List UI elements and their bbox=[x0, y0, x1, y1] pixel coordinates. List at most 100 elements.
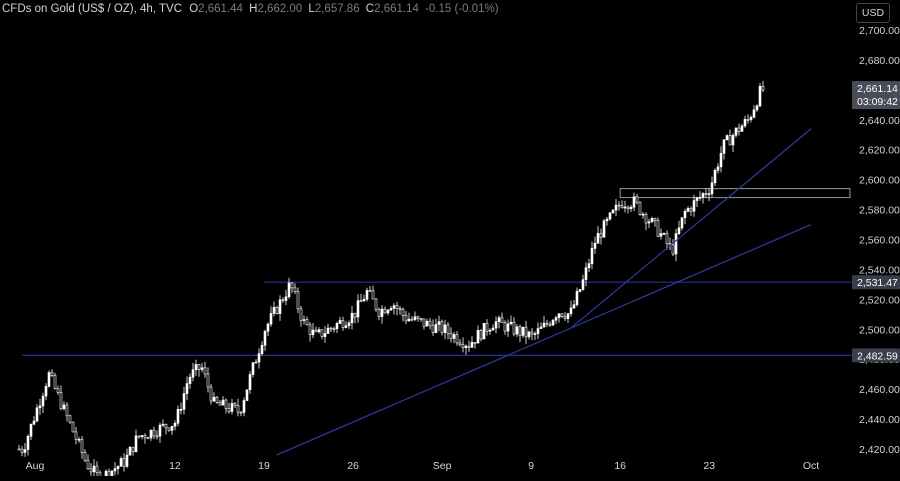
candle-body bbox=[611, 209, 615, 214]
time-axis[interactable]: Aug 12 19 26 Sep 9 16 23 Oct bbox=[26, 460, 820, 472]
currency-button[interactable]: USD bbox=[856, 3, 890, 23]
candle-body bbox=[716, 166, 720, 171]
candle-body bbox=[68, 415, 72, 423]
candle-body bbox=[629, 206, 633, 210]
candle-body bbox=[503, 322, 507, 332]
chart-legend: CFDs on Gold (US$ / OZ), 4h, TVC O2,661.… bbox=[2, 3, 499, 15]
candle-body bbox=[335, 323, 339, 329]
candle-body bbox=[341, 320, 345, 328]
candle-body bbox=[35, 407, 39, 422]
candle-body bbox=[389, 308, 393, 311]
candle-body bbox=[116, 466, 120, 469]
candle-body bbox=[482, 322, 486, 340]
drawings-layer bbox=[276, 128, 812, 456]
candle-body bbox=[554, 317, 558, 321]
candle-body bbox=[695, 197, 699, 201]
candle-body bbox=[269, 313, 273, 325]
candle-body bbox=[599, 233, 603, 238]
candle-body bbox=[254, 361, 258, 364]
candle-body bbox=[494, 321, 498, 329]
candle-body bbox=[38, 405, 42, 409]
candle-body bbox=[200, 367, 204, 370]
candle-body bbox=[563, 316, 567, 319]
candle-body bbox=[710, 182, 714, 195]
candle-body bbox=[119, 458, 123, 467]
candle-body bbox=[665, 233, 669, 244]
candle-body bbox=[242, 400, 246, 413]
candle-body bbox=[305, 319, 309, 326]
candle-body bbox=[449, 333, 453, 339]
candle-body bbox=[20, 448, 24, 453]
candle-body bbox=[515, 326, 519, 335]
candle-body bbox=[191, 369, 195, 378]
time-tick-label: 19 bbox=[258, 460, 270, 472]
candle-body bbox=[314, 329, 318, 333]
candle-body bbox=[62, 404, 66, 410]
candle-body bbox=[377, 309, 381, 317]
candle-body bbox=[290, 282, 294, 289]
candle-body bbox=[134, 435, 138, 452]
price-tick-label: 2,460.00 bbox=[859, 384, 900, 396]
candle-body bbox=[374, 298, 378, 310]
candle-body bbox=[266, 323, 270, 332]
time-tick-label: 23 bbox=[703, 460, 715, 472]
candle-body bbox=[272, 307, 276, 314]
candle-body bbox=[233, 403, 237, 406]
trendline bbox=[568, 128, 812, 330]
candle-body bbox=[509, 321, 513, 325]
candle-body bbox=[206, 373, 210, 388]
candle-body bbox=[452, 334, 456, 339]
candle-body bbox=[299, 308, 303, 321]
candle-body bbox=[221, 399, 225, 406]
candle-body bbox=[575, 291, 579, 306]
high-label: H bbox=[249, 3, 258, 15]
candle-body bbox=[92, 465, 96, 473]
candle-body bbox=[47, 372, 51, 387]
candle-body bbox=[506, 323, 510, 332]
candle-body bbox=[464, 345, 468, 348]
candle-body bbox=[182, 393, 186, 410]
candle-body bbox=[461, 344, 465, 348]
candle-body bbox=[428, 320, 432, 326]
price-tick-label: 2,440.00 bbox=[859, 414, 900, 426]
candle-body bbox=[344, 325, 348, 328]
candle-body bbox=[230, 403, 234, 412]
candle-body bbox=[125, 454, 129, 467]
candle-body bbox=[86, 459, 90, 470]
levels-layer bbox=[22, 188, 854, 356]
price-tick-label: 2,680.00 bbox=[859, 55, 900, 67]
candle-body bbox=[296, 291, 300, 310]
candle-body bbox=[470, 342, 474, 348]
candle-body bbox=[356, 300, 360, 318]
candle-body bbox=[590, 248, 594, 264]
candle-body bbox=[578, 289, 582, 292]
candle-body bbox=[215, 396, 219, 403]
bar-countdown: 03:09:42 bbox=[857, 96, 898, 108]
candle-body bbox=[749, 116, 753, 120]
candle-body bbox=[701, 193, 705, 198]
candle-body bbox=[185, 383, 189, 394]
price-tick-label: 2,520.00 bbox=[859, 294, 900, 306]
candle-body bbox=[188, 376, 192, 384]
candle-body bbox=[419, 318, 423, 320]
time-tick-label: Aug bbox=[26, 460, 45, 472]
candle-body bbox=[245, 389, 249, 401]
candle-body bbox=[350, 312, 354, 324]
candle-body bbox=[332, 328, 336, 330]
close-label: C bbox=[365, 3, 375, 15]
candle-body bbox=[584, 267, 588, 280]
candle-body bbox=[527, 331, 531, 338]
candle-body bbox=[455, 334, 459, 344]
candle-body bbox=[287, 282, 291, 298]
candle-body bbox=[158, 424, 162, 437]
time-tick-label: 16 bbox=[614, 460, 626, 472]
candle-body bbox=[740, 125, 744, 132]
candle-body bbox=[83, 452, 87, 461]
candle-body bbox=[359, 300, 363, 302]
candle-body bbox=[239, 411, 243, 414]
price-tick-label: 2,560.00 bbox=[859, 235, 900, 247]
candle-body bbox=[731, 135, 735, 146]
candle-body bbox=[431, 324, 435, 333]
